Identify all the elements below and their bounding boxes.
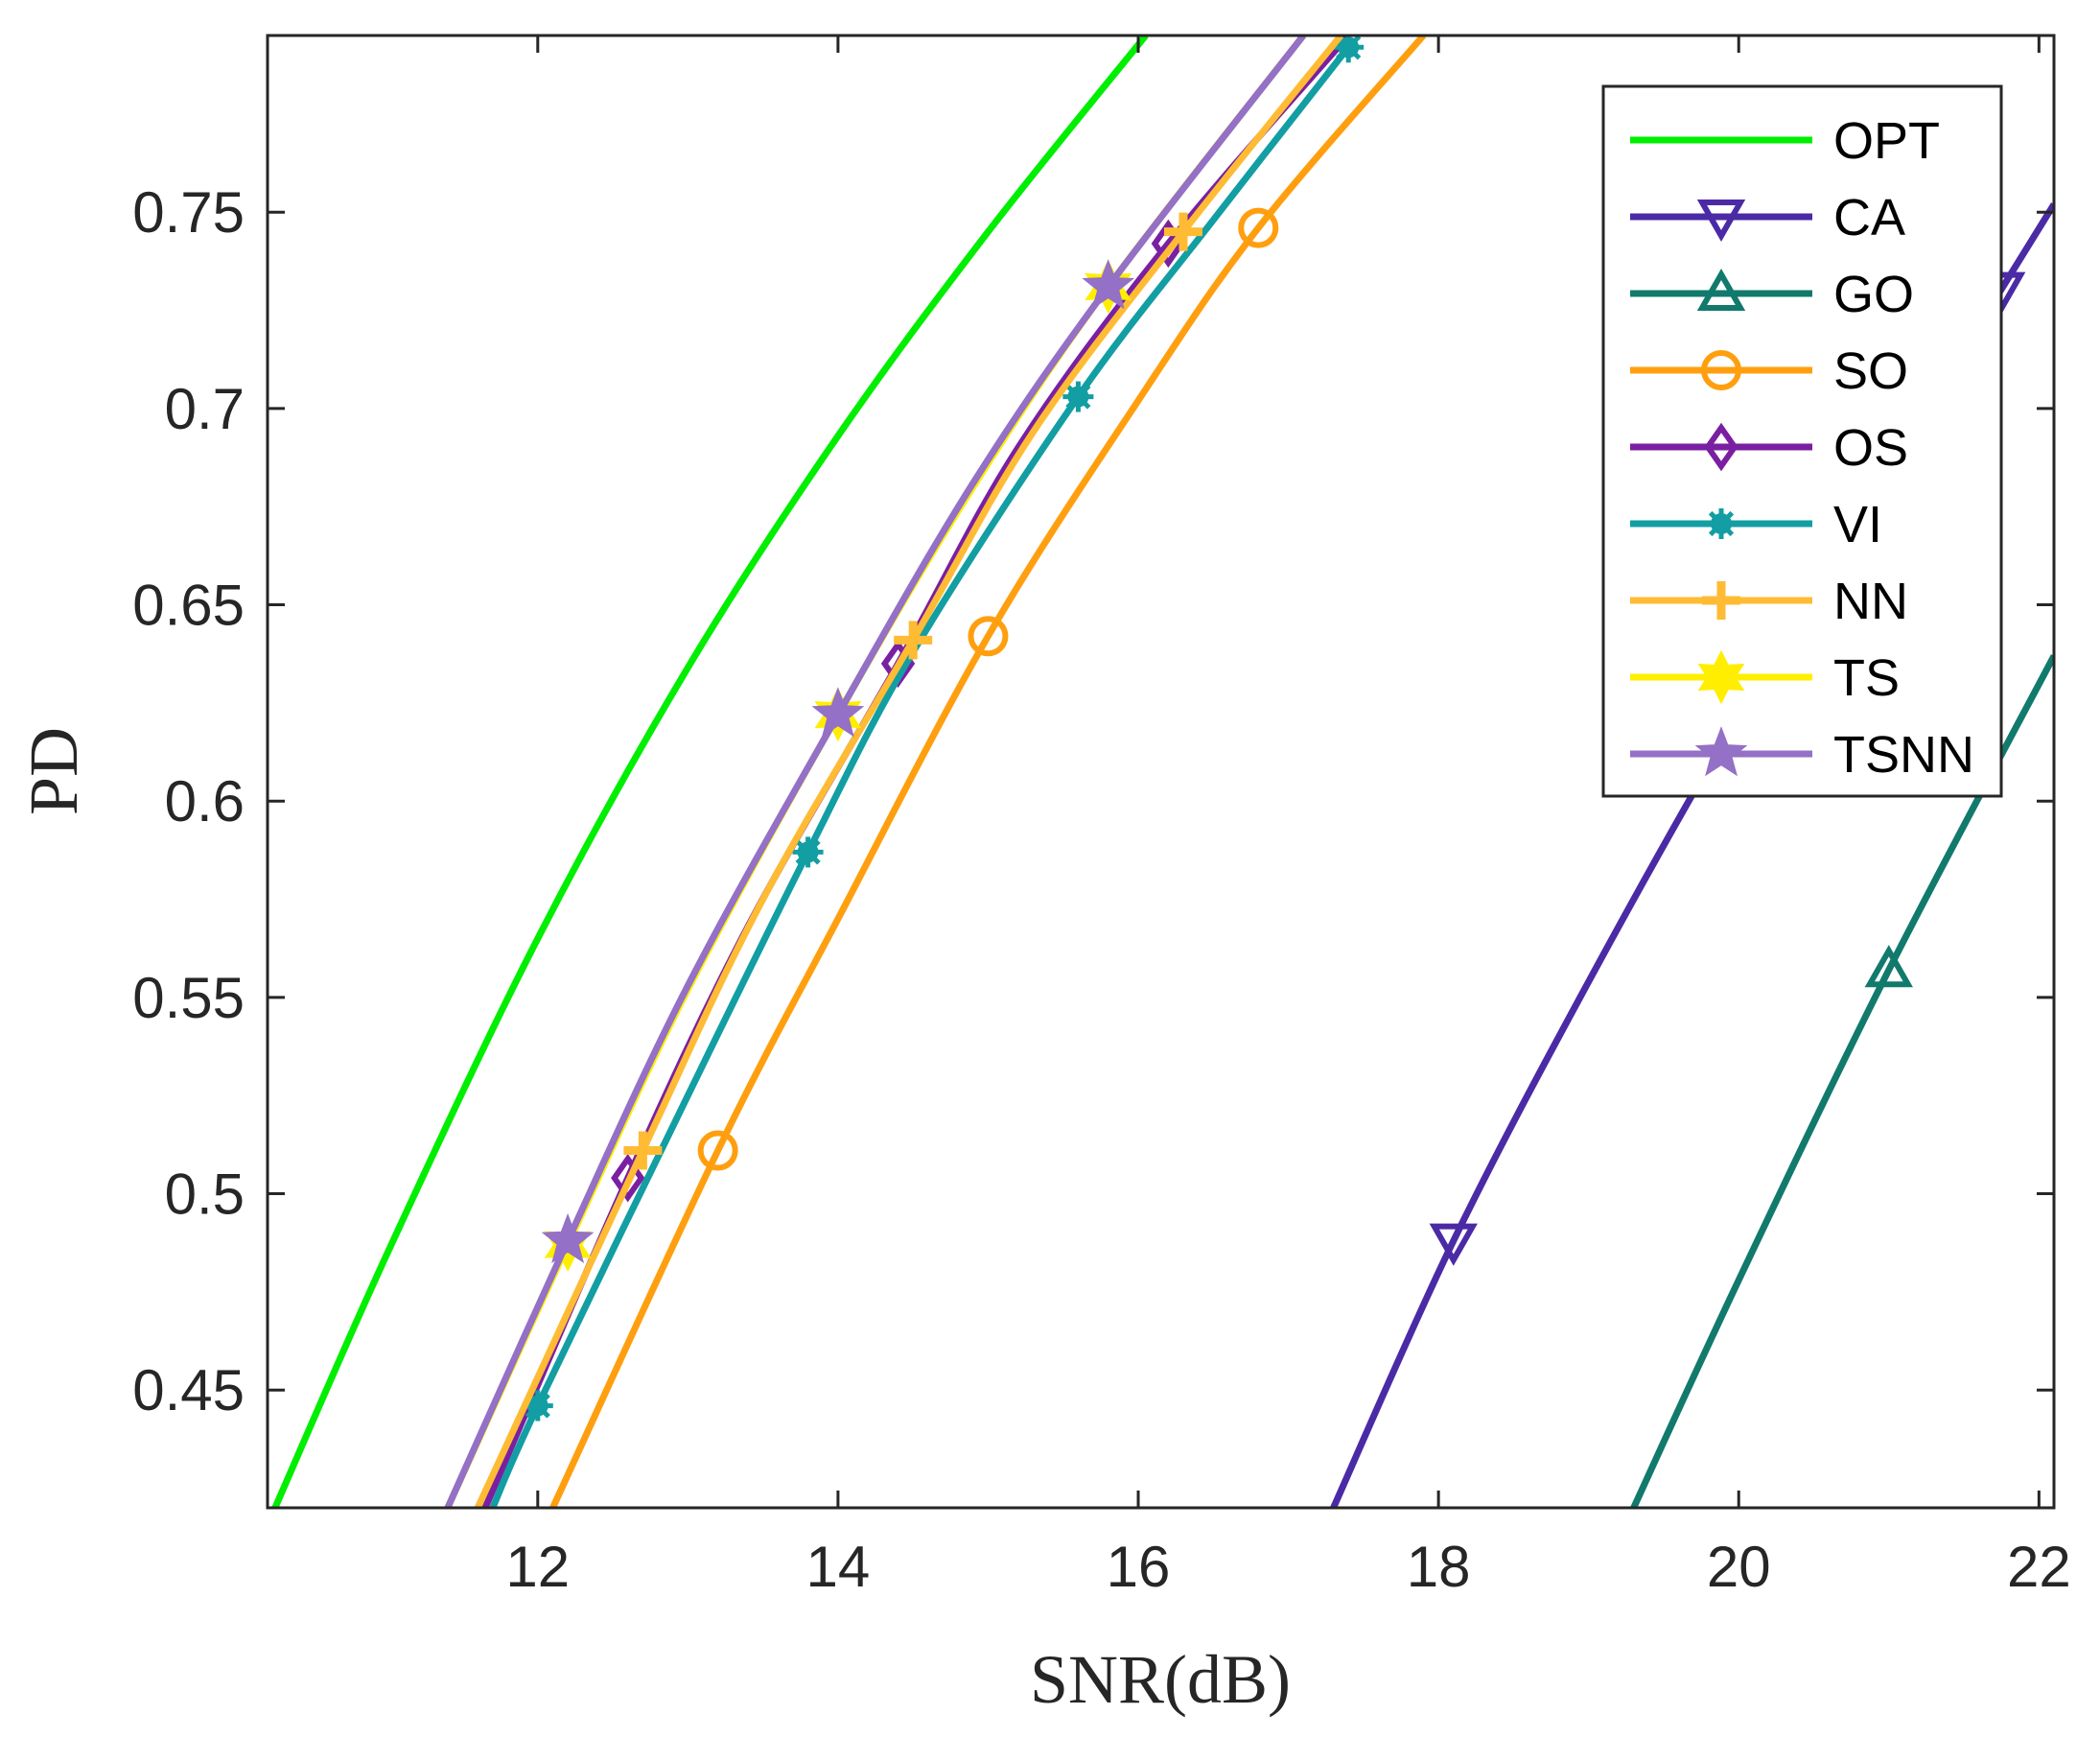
y-tick-label: 0.5 bbox=[165, 1163, 245, 1227]
legend-item-opt: OPT bbox=[1630, 112, 1940, 170]
series-marker-ca bbox=[1429, 1223, 1478, 1266]
y-tick-label: 0.55 bbox=[132, 966, 245, 1030]
legend-box bbox=[1601, 84, 2003, 798]
legend-item-ca: CA bbox=[1630, 189, 1905, 247]
series-line-opt bbox=[271, 35, 1149, 1508]
legend-item-go: GO bbox=[1630, 266, 1914, 323]
legend-label: GO bbox=[1833, 266, 1914, 323]
ticks-layer: 12 14 16 18 20 22 0.45 0.5 0.55 0.6 0.65 0.7 0.75 bbox=[132, 35, 2071, 1599]
x-tick-label: 18 bbox=[1407, 1535, 1471, 1599]
legend-item-os: OS bbox=[1630, 419, 1908, 477]
legend-label: SO bbox=[1833, 342, 1908, 400]
y-tick-label: 0.6 bbox=[165, 769, 245, 834]
legend-marker bbox=[1701, 350, 1741, 390]
series-line-vi bbox=[489, 45, 1351, 1508]
y-tick-label: 0.45 bbox=[132, 1358, 245, 1422]
y-tick-label: 0.75 bbox=[132, 180, 245, 245]
series-marker-nn bbox=[623, 1131, 663, 1170]
series-so bbox=[549, 35, 1427, 1508]
series-nn bbox=[474, 35, 1344, 1508]
series-marker-os bbox=[611, 1153, 645, 1203]
legend-marker bbox=[1697, 649, 1745, 705]
x-tick-label: 12 bbox=[505, 1535, 570, 1599]
series-marker-vi bbox=[792, 836, 824, 868]
legend-label: NN bbox=[1833, 573, 1908, 630]
y-axis-label: PD bbox=[15, 727, 92, 815]
legend-label: OPT bbox=[1833, 112, 1940, 170]
legend-item-ts: TS bbox=[1630, 649, 1900, 707]
series-marker-nn bbox=[1163, 212, 1202, 251]
x-tick-label: 16 bbox=[1107, 1535, 1171, 1599]
series-marker-so bbox=[1238, 207, 1279, 248]
legend-item-tsnn: TSNN bbox=[1630, 726, 1974, 784]
legend-label: TSNN bbox=[1833, 726, 1974, 784]
series-opt bbox=[271, 35, 1149, 1508]
x-tick-label: 14 bbox=[806, 1535, 871, 1599]
legend-item-vi: VI bbox=[1630, 496, 1882, 553]
series-line-so bbox=[549, 35, 1427, 1508]
legend: OPT CA GO SO OS VI NN TS TSNN bbox=[1601, 84, 2003, 798]
legend-label: TS bbox=[1833, 649, 1900, 707]
legend-label: OS bbox=[1833, 419, 1908, 477]
y-tick-label: 0.65 bbox=[132, 574, 245, 638]
legend-item-nn: NN bbox=[1630, 573, 1908, 630]
x-tick-label: 20 bbox=[1707, 1535, 1771, 1599]
axes-box bbox=[266, 34, 2056, 1510]
series-marker-tsnn bbox=[541, 1212, 595, 1263]
series-marker-tsnn bbox=[811, 687, 865, 738]
series-marker-nn bbox=[894, 621, 933, 660]
y-tick-label: 0.7 bbox=[165, 377, 245, 441]
series-tsnn bbox=[444, 35, 1306, 1508]
x-axis-label: SNR(dB) bbox=[1030, 1641, 1291, 1718]
series-marker-tsnn bbox=[1082, 259, 1135, 310]
x-tick-label: 22 bbox=[2007, 1535, 2071, 1599]
series-layer bbox=[271, 35, 2054, 1508]
legend-marker bbox=[1696, 268, 1746, 311]
legend-marker bbox=[1706, 508, 1737, 539]
legend-marker bbox=[1696, 200, 1746, 243]
series-marker-vi bbox=[1062, 381, 1094, 412]
legend-label: VI bbox=[1833, 496, 1882, 553]
series-marker-so bbox=[968, 616, 1009, 657]
series-marker-so bbox=[697, 1130, 738, 1171]
legend-marker bbox=[1694, 726, 1748, 777]
legend-marker bbox=[1702, 581, 1740, 620]
legend-label: CA bbox=[1833, 189, 1905, 247]
series-marker-go bbox=[1864, 945, 1913, 988]
legend-marker bbox=[1704, 422, 1738, 472]
legend-item-so: SO bbox=[1630, 342, 1908, 400]
